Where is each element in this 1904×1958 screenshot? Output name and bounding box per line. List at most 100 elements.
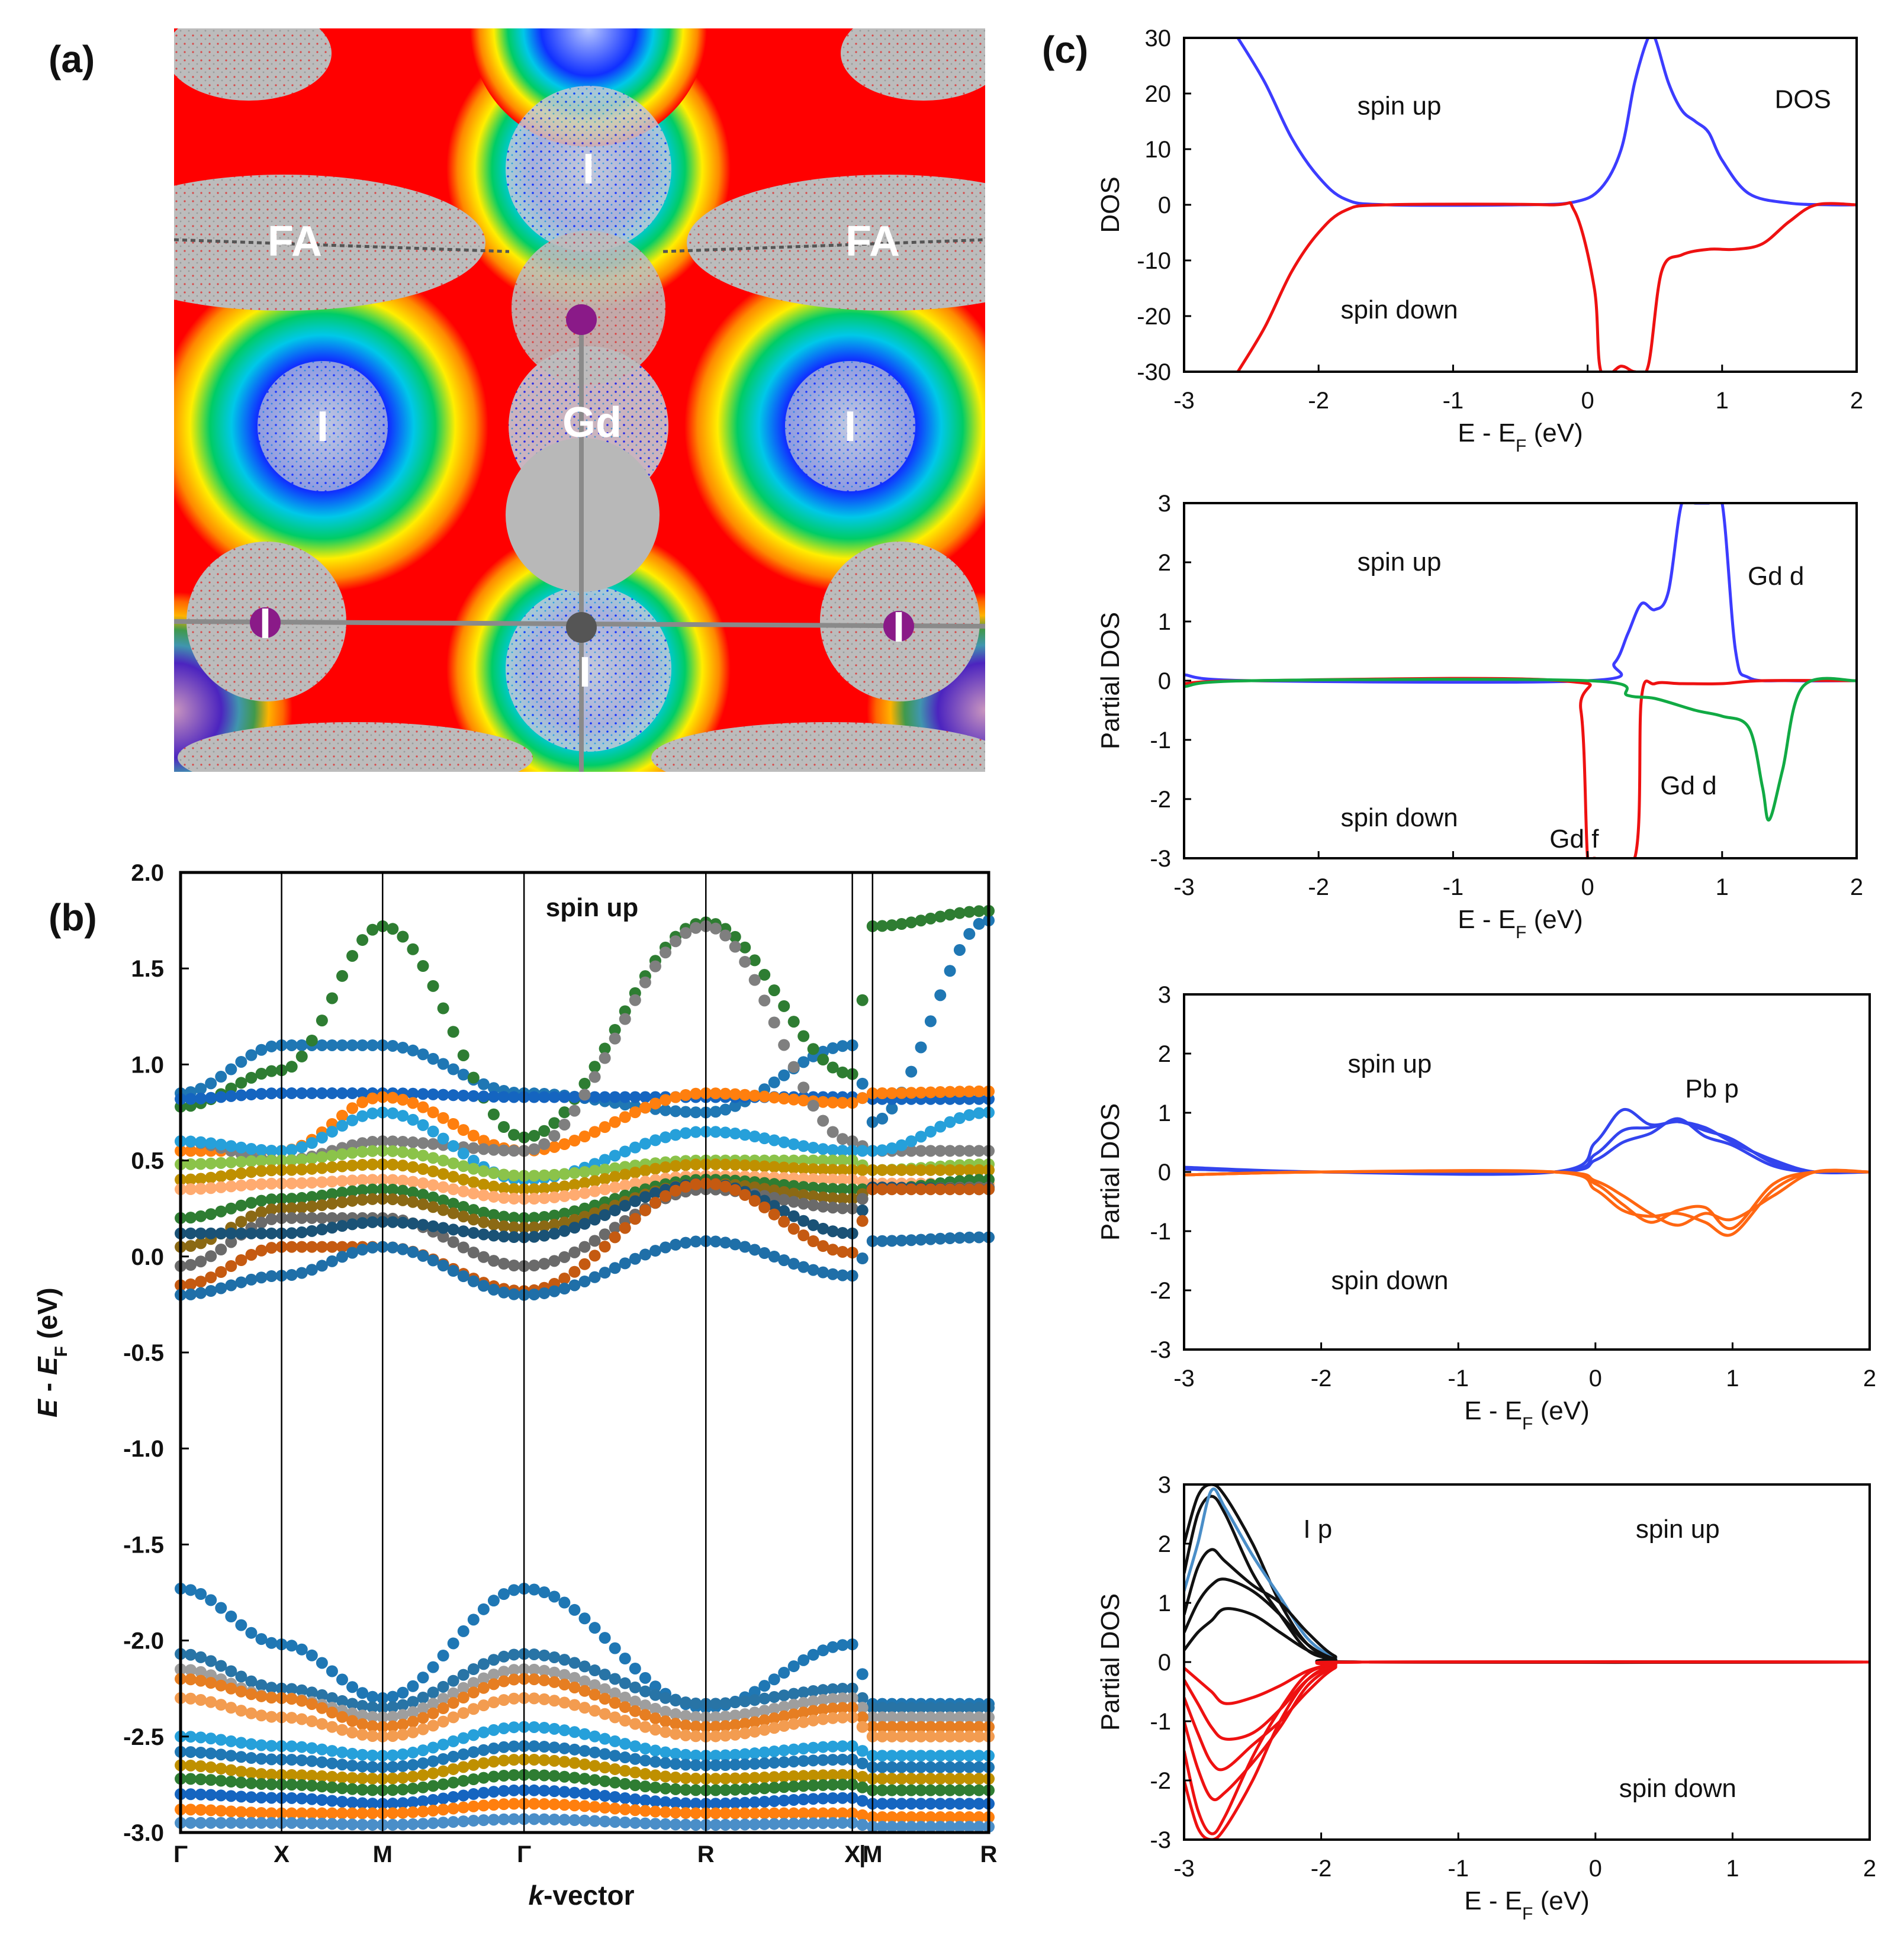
band-point [225,1180,237,1193]
band-point [558,1168,571,1180]
band-point [649,1724,661,1736]
band-point [944,1164,956,1176]
band-point [508,1145,520,1157]
band-point [326,1757,338,1770]
band-point [528,1288,541,1300]
band-point [265,1769,278,1781]
band-point [826,1225,839,1238]
band-point [588,1271,601,1283]
band-point [690,1126,702,1138]
band-point [826,1817,839,1829]
band-point [245,1777,258,1789]
band-point [817,1266,829,1279]
band-point [719,1807,732,1819]
band-point [498,1144,510,1157]
band-point [285,1712,298,1724]
band-point [963,1109,976,1121]
band-point [619,1764,631,1777]
band-point [588,1126,601,1138]
band-point [670,1184,682,1197]
band-point [528,1260,541,1272]
band-point [477,1216,490,1228]
band-point [528,1212,541,1224]
band-point [427,1686,439,1699]
band-point [588,1815,601,1827]
band-point [487,1678,500,1690]
band-point [427,1179,439,1191]
band-point [934,1730,947,1743]
band-point [619,1168,631,1181]
band-point [787,1793,800,1806]
band-point [876,1750,889,1762]
band-point [538,1229,551,1242]
band-point [856,1668,869,1680]
y-tick-label: -3 [1150,846,1171,872]
band-point [417,1805,429,1818]
band-point [215,1789,227,1802]
band-point [285,1202,298,1215]
band-point [758,1692,771,1705]
band-point [915,1164,927,1176]
band-point [235,1089,247,1102]
band-point [245,1197,258,1209]
y-tick-label: 2 [1158,550,1171,576]
band-point [498,1666,510,1678]
band-point [807,1695,819,1708]
band-point [387,1690,399,1703]
band-point [548,1770,561,1782]
band-point [477,1744,490,1756]
band-point [387,1720,399,1732]
band-point [649,1689,661,1701]
band-point [558,1138,571,1150]
band-point [397,1686,409,1699]
band-point [944,1821,956,1833]
band-point [366,1107,379,1120]
band-point [356,934,369,946]
band-point [639,1164,651,1177]
band-point [185,1145,197,1157]
band-point [609,1673,621,1685]
band-point [924,1798,937,1810]
x-tick-label: 1 [1726,1366,1739,1392]
band-point [944,1721,956,1733]
band-point [185,1173,197,1186]
band-point [924,1183,937,1196]
band-point [619,1111,631,1123]
band-point [895,1750,908,1762]
band-point [417,1795,429,1808]
band-point [508,1170,520,1182]
y-tick-label: -2.0 [123,1628,164,1654]
band-point [538,1649,551,1661]
band-point [447,1750,459,1763]
band-point [265,1213,278,1225]
x-axis-label-sub: F [1516,923,1526,942]
band-point [837,1154,849,1167]
band-point [558,1724,571,1737]
band-point [729,1719,741,1731]
band-point [619,1179,631,1191]
band-point [457,1815,469,1828]
band-point [356,1039,369,1051]
atom-iodine-top [566,304,597,335]
band-point [588,1249,601,1262]
band-point [837,1817,849,1829]
annotation: spin up [1358,548,1442,577]
band-point [649,1712,661,1725]
band-point [498,1220,510,1232]
band-point [528,1740,541,1753]
band-point [719,1697,732,1709]
band-point [739,1818,751,1831]
band-point [599,1732,611,1745]
y-tick-label: -2.5 [123,1724,164,1750]
x-tick-label: 2 [1850,388,1863,414]
band-point [205,1171,217,1184]
band-point [826,1126,839,1138]
band-point [963,928,976,940]
band-point [895,1183,908,1196]
band-point [609,1735,621,1747]
band-point [387,1761,399,1773]
band-point [235,1254,247,1266]
band-point [856,1145,869,1157]
band-point [387,1107,399,1119]
band-point [748,1796,761,1808]
